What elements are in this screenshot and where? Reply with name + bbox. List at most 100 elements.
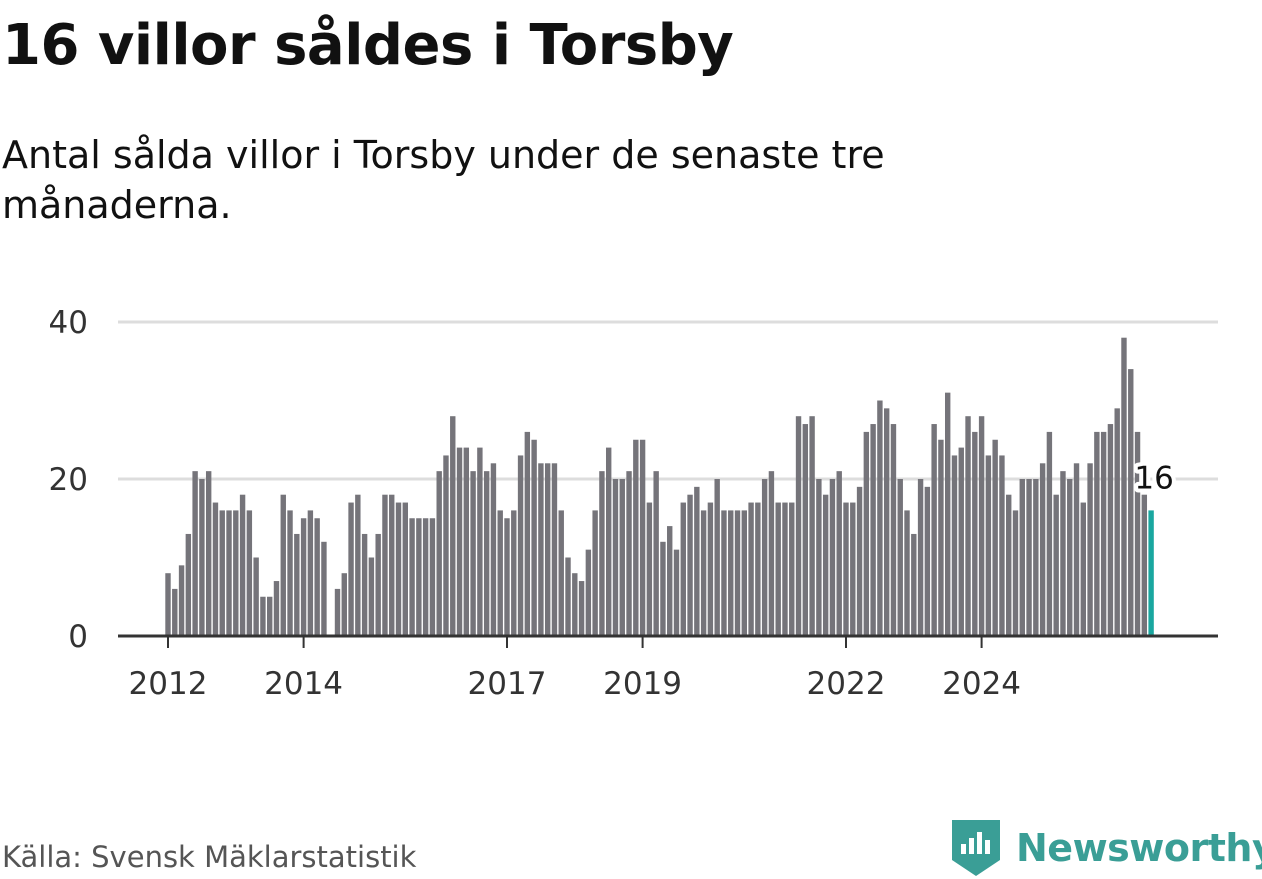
- bar: [734, 510, 741, 636]
- bar: [565, 557, 571, 636]
- x-tick-label: 2024: [942, 666, 1021, 702]
- bar: [1039, 463, 1046, 636]
- bar: [422, 518, 429, 636]
- bar: [504, 518, 510, 636]
- bar: [1033, 479, 1039, 636]
- bar: [1128, 369, 1134, 636]
- bar: [1060, 471, 1066, 636]
- bar: [226, 510, 232, 636]
- highlight-label-halo: 16: [1134, 460, 1173, 496]
- bar: [165, 573, 171, 636]
- y-axis-labels: 0 20 40: [49, 305, 88, 655]
- source-note: Källa: Svensk Mäklarstatistik: [2, 840, 417, 874]
- bar: [1019, 479, 1025, 636]
- bar: [1134, 431, 1141, 636]
- bar: [660, 541, 666, 636]
- bar: [870, 424, 876, 636]
- bar: [938, 439, 944, 636]
- bar: [483, 471, 490, 636]
- bar: [999, 455, 1005, 636]
- bar: [1080, 502, 1086, 636]
- bar: [728, 510, 734, 636]
- bar: [267, 596, 273, 636]
- bar: [314, 518, 320, 636]
- bar: [585, 549, 592, 636]
- bar: [992, 439, 998, 636]
- bar: [816, 479, 822, 636]
- bar: [924, 486, 931, 636]
- bar: [192, 471, 198, 636]
- bar: [904, 510, 910, 636]
- bar: [626, 471, 632, 636]
- bar: [714, 479, 720, 636]
- newsworthy-logo-icon: [952, 820, 1000, 876]
- bar: [789, 502, 795, 636]
- bar: [178, 565, 185, 636]
- bar: [524, 431, 531, 636]
- bar: [246, 510, 253, 636]
- bar: [653, 471, 659, 636]
- bar: [633, 439, 639, 636]
- bar: [931, 424, 937, 636]
- bar: [965, 416, 971, 636]
- bar: [1026, 479, 1032, 636]
- bar: [592, 510, 598, 636]
- bar: [985, 455, 992, 636]
- x-axis: [118, 634, 1218, 648]
- bar: [436, 471, 442, 636]
- bar: [795, 416, 802, 636]
- bar: [782, 502, 788, 636]
- bar: [843, 502, 849, 636]
- bars: [165, 337, 1154, 636]
- bar: [1094, 431, 1100, 636]
- bar: [280, 494, 286, 636]
- bar: [531, 439, 537, 636]
- bar: [355, 494, 361, 636]
- bar: [551, 463, 558, 636]
- bar: [382, 494, 388, 636]
- bar: [978, 416, 985, 636]
- bar: [1046, 431, 1053, 636]
- chart-subtitle: Antal sålda villor i Torsby under de sen…: [2, 133, 885, 227]
- brand-name: Newsworthy: [1016, 826, 1262, 870]
- bar: [429, 518, 436, 636]
- bar: [619, 479, 625, 636]
- bar: [172, 588, 178, 636]
- bar: [809, 416, 815, 636]
- bar: [212, 502, 219, 636]
- bar: [890, 424, 897, 636]
- bar: [1067, 479, 1073, 636]
- bar: [836, 471, 842, 636]
- bar: [646, 502, 653, 636]
- brand-logo: Newsworthy: [952, 820, 1262, 876]
- bar: [287, 510, 293, 636]
- bar: [348, 502, 354, 636]
- bar: [572, 573, 578, 636]
- bar: [673, 549, 680, 636]
- bar: [911, 533, 917, 636]
- y-tick-label: 0: [68, 619, 88, 655]
- bar: [599, 471, 605, 636]
- bar: [402, 502, 408, 636]
- bar: [639, 439, 646, 636]
- x-tick-label: 2014: [264, 666, 343, 702]
- bar: [578, 581, 585, 636]
- bar: [1114, 408, 1120, 636]
- bar: [395, 502, 402, 636]
- bar: [450, 416, 456, 636]
- bar: [775, 502, 781, 636]
- bar: [707, 502, 714, 636]
- bar: [1107, 424, 1114, 636]
- x-tick-label: 2012: [129, 666, 208, 702]
- bar: [219, 510, 225, 636]
- highlight-bar: [1148, 510, 1154, 636]
- bar: [972, 431, 978, 636]
- bar: [1006, 494, 1012, 636]
- bar: [239, 494, 246, 636]
- x-tick-label: 2019: [603, 666, 682, 702]
- bar: [958, 447, 964, 636]
- bar: [1012, 510, 1019, 636]
- bar: [700, 510, 707, 636]
